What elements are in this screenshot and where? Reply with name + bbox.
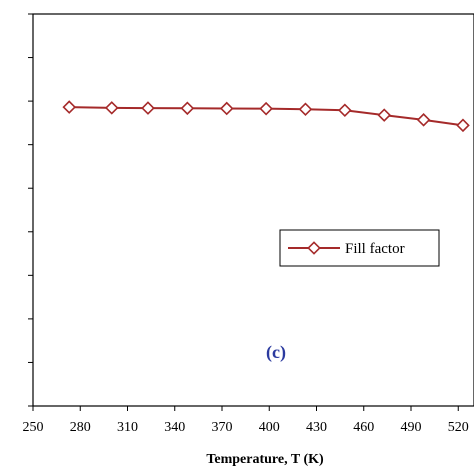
plot-area [32, 13, 474, 407]
x-tick-label: 490 [401, 420, 422, 435]
data-point [141, 101, 155, 115]
x-tick-label: 520 [448, 420, 469, 435]
x-tick-label: 370 [212, 420, 233, 435]
legend: Fill factor [279, 229, 440, 267]
data-point [298, 102, 313, 117]
x-tick-label: 310 [117, 420, 138, 435]
x-tick-label: 280 [70, 420, 91, 435]
data-point [259, 101, 273, 116]
x-axis-title: Temperature, T (K) [206, 452, 324, 467]
data-point [456, 118, 470, 133]
series-layer [62, 100, 470, 133]
x-tick-label: 460 [353, 420, 374, 435]
data-point [180, 101, 195, 116]
data-point [62, 100, 77, 114]
x-tick-label: 340 [164, 420, 185, 435]
data-point [338, 103, 352, 118]
data-point [377, 108, 392, 122]
legend-marker [307, 241, 321, 255]
x-axis-tick-labels: 250 280 310 340 370 400 430 460 490 520 [23, 420, 469, 435]
x-tick-label: 250 [23, 420, 44, 435]
data-point [219, 101, 234, 116]
x-tick-label: 430 [306, 420, 327, 435]
data-point [104, 101, 119, 115]
data-point [416, 113, 431, 127]
x-tick-label: 400 [259, 420, 280, 435]
panel-label: (c) [266, 342, 286, 363]
legend-entry-fill-factor: Fill factor [345, 241, 405, 257]
y-axis-ticks [28, 13, 33, 407]
x-axis-ticks [32, 406, 459, 411]
